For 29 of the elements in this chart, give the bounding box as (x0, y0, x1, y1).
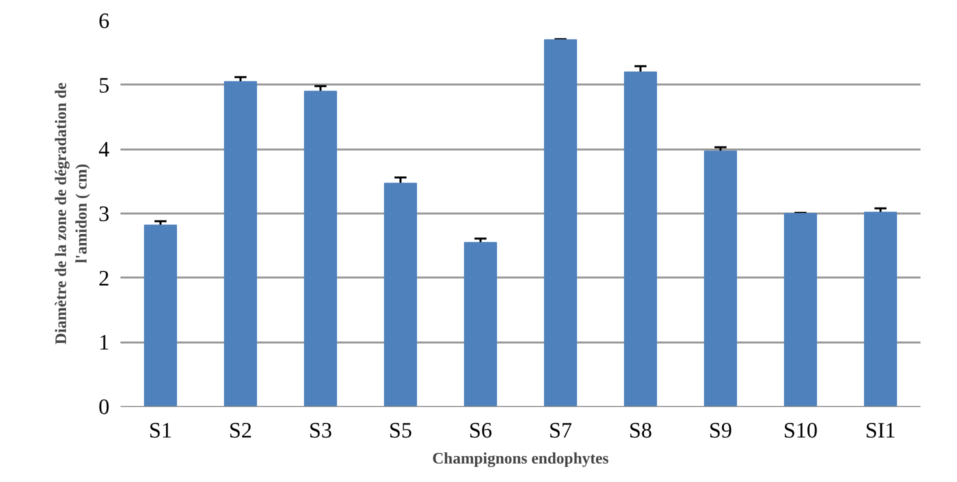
y-axis-title: Diamètre de la zone de dégradation de l'amidon ( cm) (53, 82, 90, 344)
y-tick-label: 5 (98, 72, 110, 98)
y-tick-label: 4 (98, 136, 110, 162)
bar (544, 39, 577, 406)
x-tick-label: S6 (468, 418, 492, 442)
bar (384, 182, 417, 406)
bar (704, 150, 737, 406)
x-tick-label: S7 (548, 418, 572, 442)
x-axis-title: Champignons endophytes (432, 450, 609, 468)
bar (864, 212, 897, 406)
x-tick-label: SI1 (865, 418, 896, 442)
bar (784, 213, 817, 406)
y-tick-label: 0 (98, 394, 110, 419)
bar (144, 224, 177, 406)
bar (624, 71, 657, 406)
bar (224, 81, 257, 406)
y-tick-label: 2 (98, 265, 110, 290)
bar (304, 90, 337, 406)
y-tick-label: 1 (98, 330, 110, 355)
bar (464, 242, 497, 406)
y-tick-label: 3 (98, 201, 110, 226)
x-tick-label: S1 (148, 418, 172, 442)
x-tick-label: S5 (388, 418, 412, 442)
x-tick-label: S3 (308, 418, 332, 442)
x-tick-label: S8 (628, 418, 652, 442)
x-tick-label: S2 (228, 418, 252, 442)
x-tick-label: S9 (708, 418, 732, 442)
y-tick-label: 6 (98, 8, 110, 33)
x-tick-label: S10 (783, 418, 818, 442)
